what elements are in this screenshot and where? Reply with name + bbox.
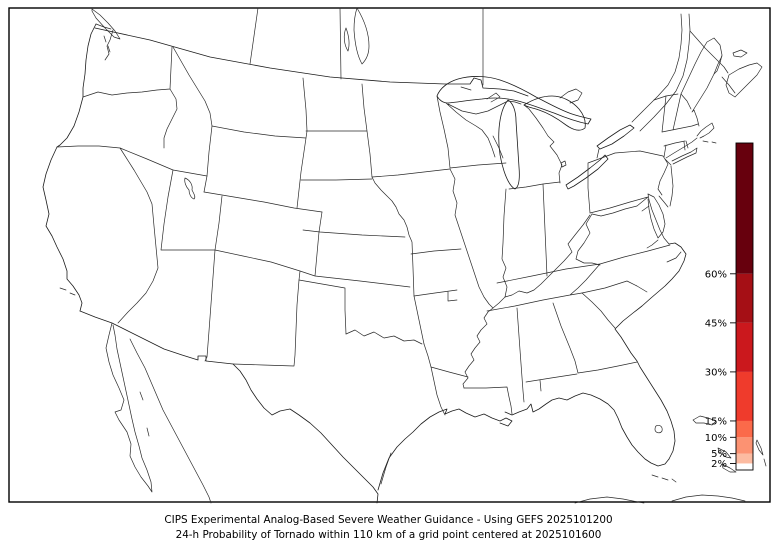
colorbar-level-60-100 — [736, 143, 753, 274]
colorbar-tick-label-30: 30% — [705, 367, 727, 378]
colorbar-level-5-10 — [736, 437, 753, 454]
colorbar-tick-label-10: 10% — [705, 433, 727, 444]
figure-title-line1: CIPS Experimental Analog-Based Severe We… — [164, 514, 613, 526]
probability-colorbar: 60% 45% 30% 15% 10% 5%2% — [705, 142, 754, 471]
colorbar-level-30-45 — [736, 322, 753, 372]
state-borders — [56, 37, 723, 416]
great-lakes — [436, 76, 635, 190]
colorbar-tick-label-2: 2% — [711, 459, 727, 470]
colorbar-level-10-15 — [736, 420, 753, 438]
colorbar-tick-label-15: 15% — [705, 416, 727, 427]
colorbar-level-2-5 — [736, 453, 753, 464]
gulf-and-atlantic-coast — [377, 55, 767, 504]
map-frame — [8, 7, 771, 503]
colorbar-tick-label-45: 45% — [705, 318, 727, 329]
colorbar-level-45-60 — [736, 273, 753, 323]
colorbar-level-0-2 — [736, 463, 753, 470]
pacific-coast-and-mexico — [42, 23, 379, 504]
figure-title-line2: 24-h Probability of Tornado within 110 k… — [175, 529, 602, 541]
colorbar-tick-label-5: 5% — [711, 449, 727, 460]
canada-geography — [91, 7, 763, 132]
colorbar-level-15-30 — [736, 371, 753, 421]
colorbar-outline — [735, 142, 754, 471]
colorbar-tick-label-60: 60% — [705, 269, 727, 280]
